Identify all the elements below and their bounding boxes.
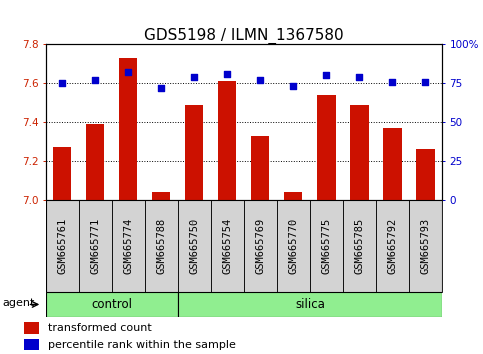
Point bbox=[58, 80, 66, 86]
Bar bbox=[244, 200, 277, 292]
Bar bbox=[343, 200, 376, 292]
Bar bbox=[53, 148, 71, 200]
Bar bbox=[178, 292, 442, 317]
Bar bbox=[86, 124, 104, 200]
Text: GSM665770: GSM665770 bbox=[288, 218, 298, 274]
Bar bbox=[284, 192, 302, 200]
Text: GSM665792: GSM665792 bbox=[387, 218, 398, 274]
Title: GDS5198 / ILMN_1367580: GDS5198 / ILMN_1367580 bbox=[144, 28, 344, 44]
Bar bbox=[211, 200, 244, 292]
Point bbox=[125, 69, 132, 75]
Bar bbox=[416, 149, 435, 200]
Bar bbox=[350, 104, 369, 200]
Text: GSM665769: GSM665769 bbox=[256, 218, 266, 274]
Bar bbox=[310, 200, 343, 292]
Text: silica: silica bbox=[295, 298, 325, 311]
Point bbox=[355, 74, 363, 80]
Point bbox=[157, 85, 165, 91]
Point bbox=[224, 71, 231, 77]
Bar bbox=[152, 192, 170, 200]
Bar bbox=[376, 200, 409, 292]
Bar bbox=[145, 200, 178, 292]
Bar bbox=[24, 339, 39, 350]
Text: transformed count: transformed count bbox=[48, 323, 152, 333]
Point bbox=[91, 77, 99, 83]
Bar bbox=[251, 136, 270, 200]
Text: GSM665761: GSM665761 bbox=[57, 218, 68, 274]
Text: GSM665754: GSM665754 bbox=[222, 218, 232, 274]
Point bbox=[422, 79, 429, 85]
Bar bbox=[185, 104, 203, 200]
Text: GSM665775: GSM665775 bbox=[321, 218, 331, 274]
Bar bbox=[277, 200, 310, 292]
Point bbox=[323, 73, 330, 78]
Text: GSM665788: GSM665788 bbox=[156, 218, 167, 274]
Point bbox=[289, 84, 297, 89]
Text: GSM665750: GSM665750 bbox=[189, 218, 199, 274]
Text: GSM665793: GSM665793 bbox=[420, 218, 430, 274]
Text: control: control bbox=[91, 298, 132, 311]
Bar bbox=[46, 292, 178, 317]
Text: GSM665774: GSM665774 bbox=[123, 218, 133, 274]
Point bbox=[388, 79, 396, 85]
Text: GSM665771: GSM665771 bbox=[90, 218, 100, 274]
Bar bbox=[119, 58, 138, 200]
Bar bbox=[178, 200, 211, 292]
Bar bbox=[409, 200, 442, 292]
Text: GSM665785: GSM665785 bbox=[355, 218, 365, 274]
Bar bbox=[112, 200, 145, 292]
Bar bbox=[79, 200, 112, 292]
Text: agent: agent bbox=[2, 298, 35, 308]
Bar bbox=[218, 81, 237, 200]
Bar bbox=[24, 322, 39, 333]
Bar bbox=[384, 128, 401, 200]
Bar bbox=[317, 95, 336, 200]
Point bbox=[256, 77, 264, 83]
Bar bbox=[46, 200, 79, 292]
Point bbox=[190, 74, 198, 80]
Text: percentile rank within the sample: percentile rank within the sample bbox=[48, 340, 236, 350]
